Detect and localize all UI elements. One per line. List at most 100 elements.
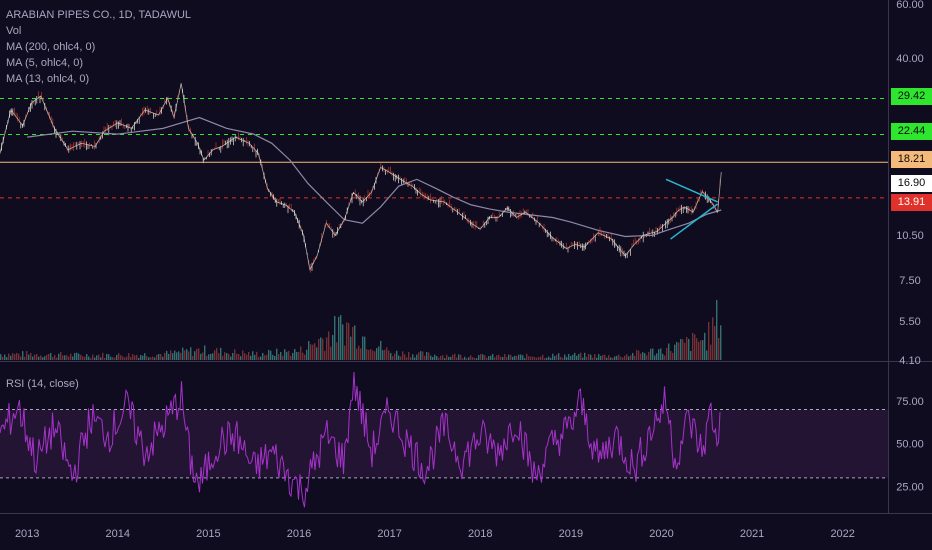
volume-bar xyxy=(66,355,68,360)
volume-bar xyxy=(40,355,42,360)
volume-bar xyxy=(186,349,188,360)
volume-bar xyxy=(152,356,154,360)
volume-bar xyxy=(202,352,204,360)
volume-bar xyxy=(628,356,630,360)
time-tick-label: 2019 xyxy=(559,528,583,540)
volume-bar xyxy=(208,354,210,360)
volume-bar xyxy=(608,355,610,360)
volume-bar xyxy=(454,353,456,360)
triangle-upper xyxy=(665,178,718,203)
volume-bar xyxy=(494,357,496,360)
volume-bar xyxy=(452,354,454,360)
volume-bar xyxy=(166,350,168,360)
volume-bar xyxy=(466,358,468,360)
volume-bar xyxy=(114,357,116,360)
volume-bar xyxy=(690,350,692,360)
volume-bar xyxy=(592,357,594,360)
price-label-green-mid: 22.44 xyxy=(891,123,932,140)
time-tick-label: 2022 xyxy=(830,528,854,540)
volume-bar xyxy=(108,354,110,360)
volume-bar xyxy=(404,354,406,360)
volume-bar xyxy=(520,354,522,360)
volume-bar xyxy=(708,322,710,360)
volume-bar xyxy=(504,353,506,360)
volume-bar xyxy=(226,353,228,360)
volume-bar xyxy=(606,357,608,360)
legend-ma200: MA (200, ohlc4, 0) xyxy=(6,41,96,53)
volume-bar xyxy=(388,350,390,360)
volume-bar xyxy=(578,354,580,360)
volume-bar xyxy=(28,354,30,360)
volume-bar xyxy=(662,353,664,360)
volume-bar xyxy=(318,338,320,360)
volume-bar xyxy=(632,352,634,360)
volume-bar xyxy=(250,355,252,360)
volume-bar xyxy=(394,353,396,360)
volume-bar xyxy=(428,352,430,360)
volume-bar xyxy=(646,355,648,360)
volume-bar xyxy=(588,353,590,360)
volume-bar xyxy=(596,357,598,360)
volume-bar xyxy=(228,353,230,360)
volume-bar xyxy=(468,357,470,360)
volume-bar xyxy=(684,342,686,360)
volume-bar xyxy=(128,353,130,360)
volume-bar xyxy=(408,351,410,360)
volume-bar xyxy=(62,355,64,360)
volume-bar xyxy=(368,349,370,360)
volume-bar xyxy=(600,355,602,360)
volume-bar xyxy=(338,316,340,360)
volume-bar xyxy=(462,358,464,360)
volume-bar xyxy=(696,338,698,360)
triangle-pattern xyxy=(665,178,719,240)
volume-bar xyxy=(132,354,134,360)
volume-bar xyxy=(82,356,84,360)
volume-bar xyxy=(4,354,6,360)
volume-bar xyxy=(370,349,372,360)
volume-bar xyxy=(434,354,436,360)
legend-vol: Vol xyxy=(6,25,22,37)
volume-bar xyxy=(46,354,48,360)
volume-bar xyxy=(200,353,202,360)
ma200-line xyxy=(27,116,722,238)
triangle-lower xyxy=(670,203,719,240)
volume-bar xyxy=(344,345,346,360)
volume-bar xyxy=(188,351,190,360)
volume-bar xyxy=(446,354,448,360)
volume-bar xyxy=(682,339,684,360)
volume-bar xyxy=(664,355,666,360)
volume-bar xyxy=(116,354,118,360)
volume-bar xyxy=(704,332,706,360)
volume-bar xyxy=(686,336,688,360)
volume-bar xyxy=(526,353,528,360)
volume-bar xyxy=(184,350,186,360)
volume-bar xyxy=(198,348,200,360)
volume-bar xyxy=(616,355,618,360)
volume-bar xyxy=(712,317,714,360)
volume-bar xyxy=(476,358,478,360)
volume-bar xyxy=(280,351,282,360)
price-tick-label: 7.50 xyxy=(899,275,920,287)
volume-bar xyxy=(420,351,422,360)
volume-bar xyxy=(144,353,146,360)
volume-bar xyxy=(410,357,412,360)
volume-bar xyxy=(680,338,682,360)
volume-bar xyxy=(270,350,272,360)
volume-bar xyxy=(626,354,628,360)
rsi-tick-label: 50.00 xyxy=(896,439,924,451)
volume-bar xyxy=(182,347,184,360)
volume-bar xyxy=(192,355,194,360)
volume-bar xyxy=(16,352,18,360)
volume-bar xyxy=(26,350,28,360)
volume-bar xyxy=(100,357,102,360)
price-label-red: 13.91 xyxy=(891,194,932,211)
volume-bar xyxy=(666,347,668,360)
volume-bar xyxy=(330,346,332,360)
volume-bar xyxy=(614,356,616,360)
volume-bar xyxy=(342,324,344,360)
volume-bar xyxy=(406,357,408,360)
volume-bar xyxy=(222,355,224,360)
volume-bar xyxy=(390,353,392,360)
volume-bar xyxy=(618,354,620,360)
